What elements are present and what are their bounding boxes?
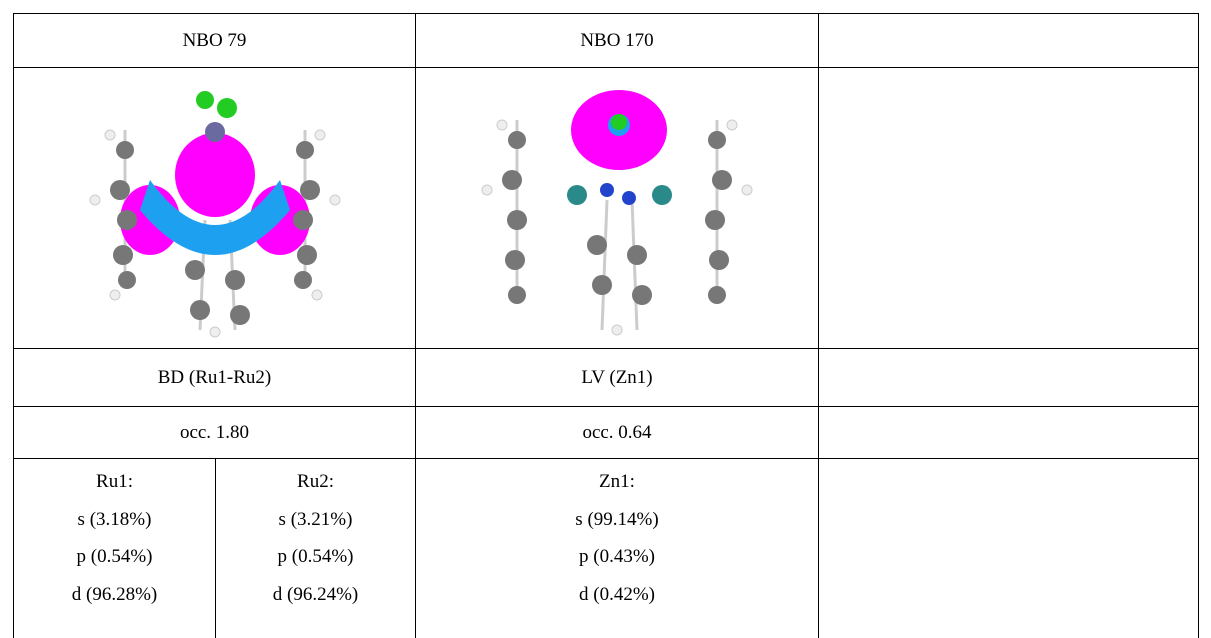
empty-cell	[819, 459, 1199, 638]
orbital-image	[55, 70, 375, 340]
image-row	[14, 68, 1199, 349]
nbo-table: NBO 79 NBO 170	[13, 13, 1199, 638]
occupancy-cell: occ. 1.80	[14, 407, 416, 459]
composition-cell: Zn1: s (99.14%) p (0.43%) d (0.42%)	[416, 459, 819, 638]
composition-row: Ru1: s (3.18%) p (0.54%) d (96.28%) Ru2:…	[14, 459, 1199, 638]
composition-line: s (3.18%)	[14, 501, 215, 539]
empty-cell	[819, 407, 1199, 459]
empty-cell	[819, 349, 1199, 407]
composition-cell: Ru2: s (3.21%) p (0.54%) d (96.24%)	[216, 459, 416, 638]
occupancy-cell: occ. 0.64	[416, 407, 819, 459]
image-cell	[416, 68, 819, 349]
composition-cell: Ru1: s (3.18%) p (0.54%) d (96.28%)	[14, 459, 216, 638]
atom-label: Ru1:	[14, 463, 215, 501]
atom-label: Ru2:	[216, 463, 415, 501]
orbital-image	[457, 70, 777, 340]
composition-line: d (96.24%)	[216, 576, 415, 614]
empty-cell	[819, 14, 1199, 68]
atom-label: Zn1:	[416, 463, 818, 501]
orbital-cell: LV (Zn1)	[416, 349, 819, 407]
header-row: NBO 79 NBO 170	[14, 14, 1199, 68]
page: {"table": { "headers": ["NBO 79", "NBO 1…	[0, 0, 1211, 637]
image-cell	[14, 68, 416, 349]
header-cell: NBO 170	[416, 14, 819, 68]
composition-line: d (0.42%)	[416, 576, 818, 614]
composition-line: p (0.43%)	[416, 538, 818, 576]
composition-line: d (96.28%)	[14, 576, 215, 614]
empty-cell	[819, 68, 1199, 349]
header-cell: NBO 79	[14, 14, 416, 68]
composition-line: p (0.54%)	[216, 538, 415, 576]
occupancy-row: occ. 1.80 occ. 0.64	[14, 407, 1199, 459]
orbital-cell: BD (Ru1-Ru2)	[14, 349, 416, 407]
composition-line: s (99.14%)	[416, 501, 818, 539]
composition-line: p (0.54%)	[14, 538, 215, 576]
orbital-row: BD (Ru1-Ru2) LV (Zn1)	[14, 349, 1199, 407]
composition-line: s (3.21%)	[216, 501, 415, 539]
